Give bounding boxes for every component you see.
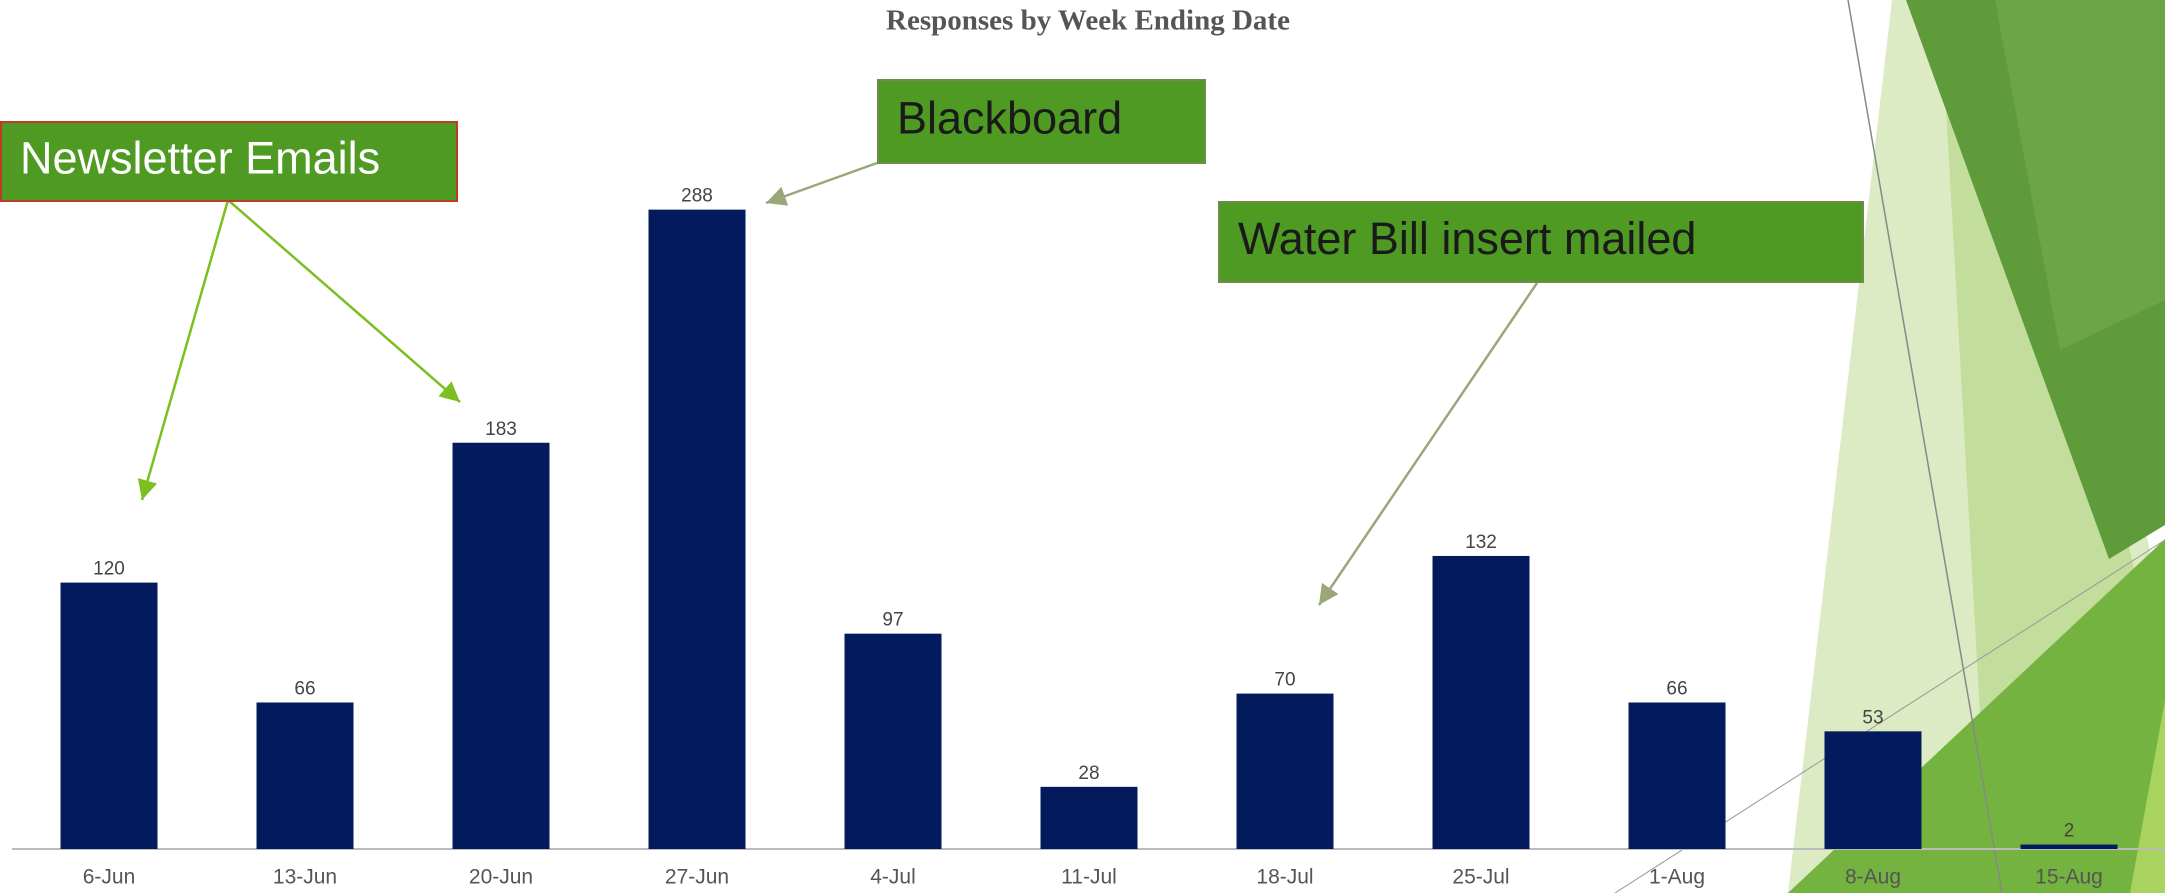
x-tick-label: 8-Aug — [1845, 866, 1901, 889]
value-label: 66 — [1666, 678, 1687, 699]
value-label: 132 — [1465, 532, 1497, 553]
annotation-arrow — [1317, 282, 1539, 606]
x-tick-label: 4-Jul — [870, 866, 916, 889]
bar — [1432, 555, 1530, 849]
annotation-arrow — [765, 161, 878, 206]
bar — [1628, 702, 1726, 849]
x-tick-label: 18-Jul — [1256, 866, 1313, 889]
bar — [844, 633, 942, 849]
value-label: 97 — [882, 610, 903, 631]
annotation-box — [1218, 201, 1864, 283]
value-label: 2 — [2064, 821, 2075, 842]
bar — [452, 442, 550, 849]
bar — [60, 582, 158, 849]
annotation-text: Newsletter Emails — [20, 132, 380, 183]
x-tick-label: 15-Aug — [2035, 866, 2103, 889]
bar — [1040, 786, 1138, 849]
x-tick-label: 11-Jul — [1061, 866, 1117, 889]
value-label: 288 — [681, 186, 713, 207]
x-tick-label: 1-Aug — [1649, 866, 1705, 889]
value-label: 66 — [294, 678, 315, 699]
x-tick-label: 25-Jul — [1452, 866, 1509, 889]
annotation-box — [877, 79, 1206, 164]
value-label: 70 — [1274, 670, 1295, 691]
bar — [1824, 731, 1922, 849]
bar — [648, 209, 746, 849]
x-tick-label: 27-Jun — [665, 866, 729, 889]
value-label: 53 — [1862, 707, 1883, 728]
value-label: 183 — [485, 419, 517, 440]
x-tick-label: 6-Jun — [83, 866, 136, 889]
chart-title: Responses by Week Ending Date — [886, 5, 1290, 37]
bar — [1236, 693, 1334, 849]
annotation-arrow — [137, 199, 230, 501]
annotation-box — [0, 121, 458, 202]
annotation-text: Blackboard — [897, 92, 1122, 143]
value-label: 28 — [1078, 763, 1099, 784]
bar — [256, 702, 354, 849]
background-decoration — [1614, 0, 2165, 893]
annotation-arrow — [227, 199, 461, 403]
annotation-text: Water Bill insert mailed — [1238, 213, 1696, 264]
bar — [2020, 844, 2118, 849]
value-label: 120 — [93, 559, 125, 580]
x-tick-label: 20-Jun — [469, 866, 533, 889]
x-tick-label: 13-Jun — [273, 866, 337, 889]
